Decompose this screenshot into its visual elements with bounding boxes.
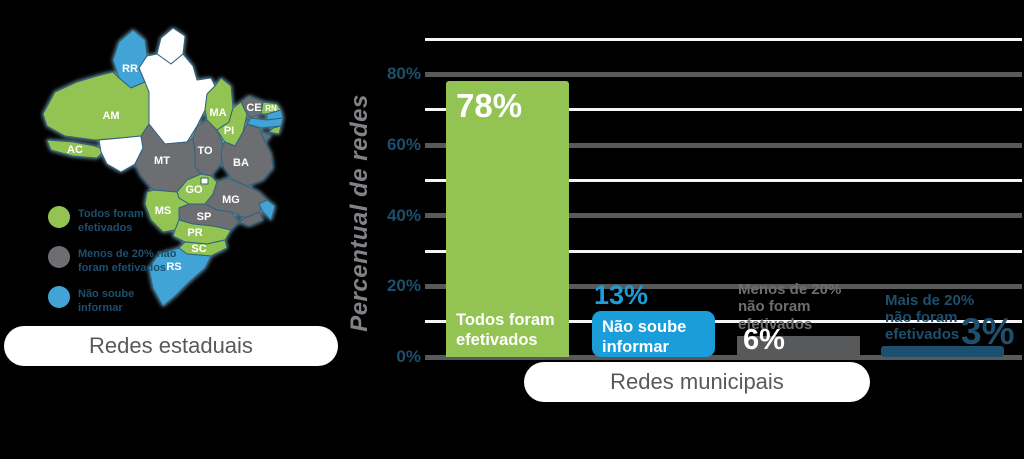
- state-label-MS: MS: [155, 205, 172, 217]
- bar-mais-de-20-nao-efetivados: [881, 346, 1004, 357]
- state-label-PR: PR: [187, 227, 202, 239]
- state-label-RR: RR: [122, 63, 138, 75]
- gridline-minor-50: [425, 178, 1022, 182]
- state-shape-AC: [46, 139, 106, 159]
- legend-label: Todos foram efetivados: [78, 208, 144, 235]
- state-shape-ES: [258, 199, 276, 221]
- gridline-major-80: [425, 71, 1022, 77]
- state-label-SC: SC: [191, 243, 206, 255]
- bar-category-label: Menos de 20% não foram efetivados: [738, 281, 842, 333]
- y-tick-label-80%: 80%: [386, 64, 421, 84]
- state-shape-AL: [268, 125, 282, 135]
- state-label-SP: SP: [197, 211, 212, 223]
- legend-item-2: Não soube informar: [48, 286, 198, 315]
- y-tick-label-0%: 0%: [396, 347, 421, 366]
- y-tick-label-20%: 20%: [386, 276, 421, 296]
- y-tick-label-60%: 60%: [386, 135, 421, 154]
- state-shape-BA: [220, 123, 274, 187]
- state-label-MG: MG: [222, 194, 240, 206]
- legend-swatch-icon: [48, 206, 70, 228]
- bar-menos-de-20-nao-efetivados: [737, 335, 860, 357]
- state-label-RN: RN: [265, 104, 277, 113]
- bar-value-label: 6%: [743, 324, 785, 356]
- y-axis-title: Percentual de redes: [346, 94, 373, 332]
- state-label-BA: BA: [233, 157, 249, 169]
- state-label-AC: AC: [67, 144, 83, 156]
- state-shape-MA: [204, 77, 234, 131]
- state-shape-RJ: [238, 211, 264, 227]
- state-label-TO: TO: [197, 145, 213, 157]
- redes-estaduais-pill[interactable]: Redes estaduais: [4, 326, 338, 366]
- legend-item-1: Menos de 20% não foram efetivados: [48, 246, 198, 275]
- legend-item-0: Todos foram efetivados: [48, 206, 198, 235]
- bar-nao-soube-informar: Não soube informar: [592, 311, 715, 357]
- gridline-major-20: [425, 283, 1022, 289]
- bar-category-label: Não soube informar: [602, 318, 687, 356]
- state-label-CE: CE: [246, 102, 261, 114]
- state-label-MA: MA: [209, 107, 226, 119]
- state-label-MT: MT: [154, 155, 170, 167]
- gridline-minor-90: [425, 37, 1022, 41]
- legend-swatch-icon: [48, 246, 70, 269]
- state-shape-RS: [148, 247, 212, 307]
- brazil-states-map: RR AM AC MT TO MA PI CE RN BA GO MG SP MS PR SC RS: [42, 27, 284, 307]
- gridline-minor-30: [425, 249, 1022, 253]
- legend-swatch-icon: [48, 286, 70, 309]
- bar-value-label: 78%: [456, 87, 523, 125]
- bar-value-label: 13%: [594, 280, 649, 311]
- state-label-PI: PI: [224, 125, 234, 137]
- bar-chart-plot: 0% 20% 40% 60% 80% 78% Todos foram efetivados N…: [387, 37, 1022, 366]
- bar-category-label: Todos foram efetivados: [456, 311, 555, 349]
- bar-category-label: Mais de 20% não foram efetivados: [885, 291, 975, 344]
- map-legend: Todos foram efetivados Menos de 20% não f…: [48, 206, 198, 326]
- state-label-GO: GO: [185, 184, 203, 196]
- gridline-minor-10: [425, 320, 1022, 324]
- state-shape-DF: [200, 177, 209, 185]
- gridline-major-60: [425, 142, 1022, 148]
- bar-todos-foram-efetivados: 78% Todos foram efetivados: [446, 81, 569, 357]
- bar-value-label: 3%: [961, 311, 1015, 352]
- state-shape-PR: [172, 219, 232, 245]
- gridline-major-40: [425, 213, 1022, 219]
- y-tick-label-40%: 40%: [386, 205, 421, 225]
- gridline-minor-70: [425, 108, 1022, 112]
- gridline-major-0: [425, 354, 1022, 360]
- legend-label: Menos de 20% não foram efetivados: [78, 248, 177, 275]
- redes-municipais-pill[interactable]: Redes municipais: [524, 362, 870, 402]
- state-label-AM: AM: [102, 110, 119, 122]
- state-label-RS: RS: [166, 261, 181, 273]
- legend-label: Não soube informar: [78, 288, 135, 315]
